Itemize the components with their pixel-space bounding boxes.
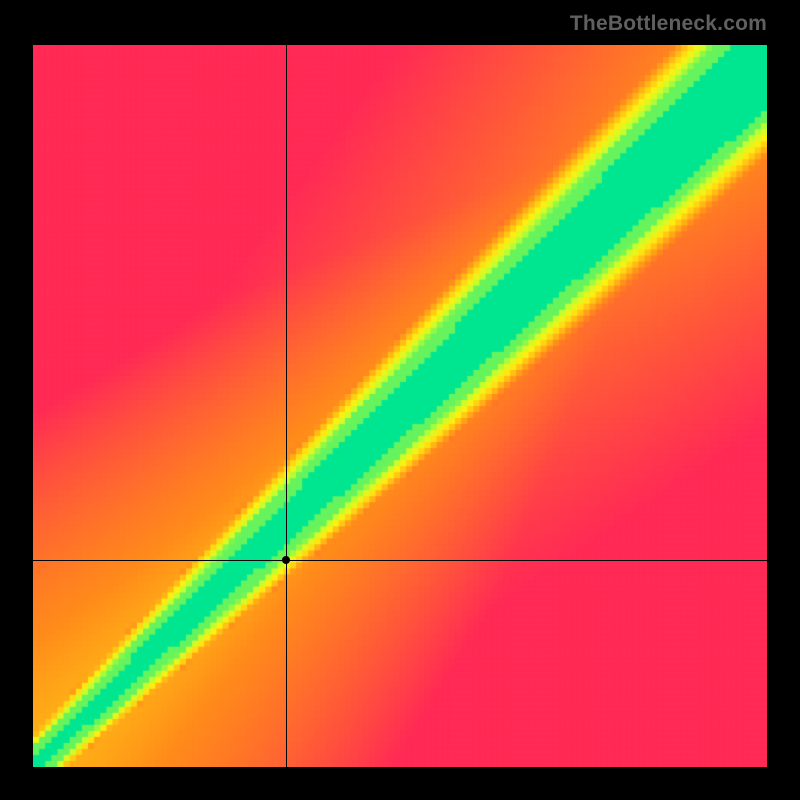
crosshair-horizontal-line: [33, 560, 767, 561]
chart-container: TheBottleneck.com: [0, 0, 800, 800]
crosshair-vertical-line: [286, 45, 287, 767]
crosshair-marker-dot: [282, 556, 290, 564]
watermark-text: TheBottleneck.com: [570, 12, 767, 36]
heatmap-canvas: [33, 45, 767, 767]
heatmap-plot-area: [33, 45, 767, 767]
